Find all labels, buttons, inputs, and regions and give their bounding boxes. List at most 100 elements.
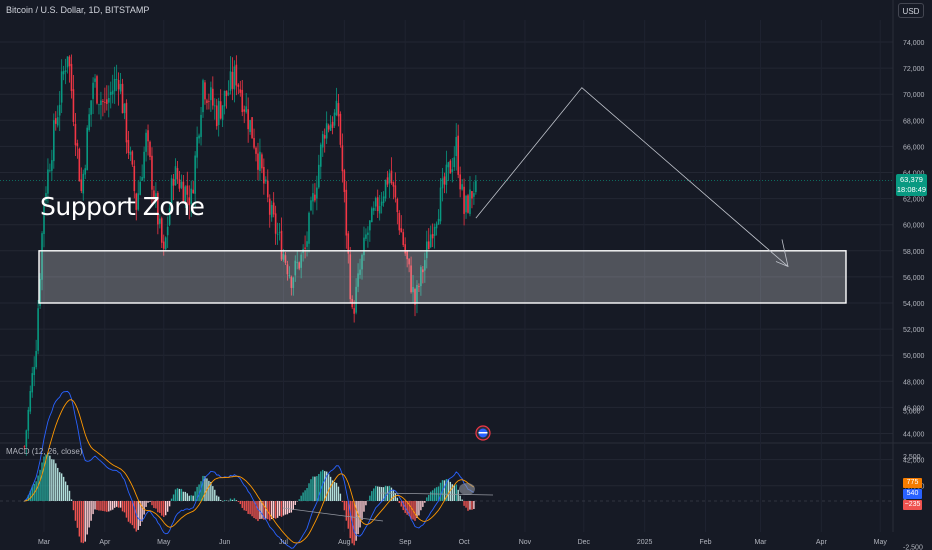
macd-histogram-bar xyxy=(88,501,90,528)
candle-body xyxy=(400,228,403,233)
candle-body xyxy=(286,264,289,275)
candle-body xyxy=(321,134,324,148)
candle-body xyxy=(66,56,69,68)
macd-histogram-bar xyxy=(78,501,81,537)
macd-histogram-bar xyxy=(29,490,31,501)
candle-body xyxy=(39,278,41,306)
macd-histogram-bar xyxy=(269,501,271,521)
candle-body xyxy=(225,90,228,97)
macd-histogram-bar xyxy=(314,476,316,501)
currency-button[interactable]: USD xyxy=(898,3,924,18)
candle-body xyxy=(294,260,297,276)
candle-body xyxy=(416,284,418,304)
macd-histogram-bar xyxy=(51,459,53,501)
macd-histogram-bar xyxy=(135,501,137,532)
candle-body xyxy=(255,147,257,154)
macd-histogram-bar xyxy=(416,501,418,519)
candle-body xyxy=(469,189,471,215)
macd-histogram-bar xyxy=(469,501,471,510)
candle-body xyxy=(135,193,138,210)
signal-line xyxy=(24,399,475,544)
macd-histogram-bar xyxy=(451,484,454,501)
macd-histogram-bar xyxy=(106,501,108,512)
macd-histogram-bar xyxy=(453,485,455,501)
candles xyxy=(23,54,477,456)
macd-histogram-bar xyxy=(261,501,263,519)
macd-histogram-bar xyxy=(204,476,206,501)
candle-body xyxy=(168,207,171,225)
candle-body xyxy=(276,233,279,235)
candle-body xyxy=(292,277,295,288)
candle-body xyxy=(327,125,330,130)
flag-us-icon[interactable] xyxy=(475,425,491,441)
price-tick-label: 70,000 xyxy=(903,92,925,99)
macd-indicator-label[interactable]: MACD (12, 26, close) xyxy=(6,447,83,456)
macd-histogram-bar xyxy=(35,481,37,501)
macd-histogram-bar xyxy=(335,482,338,501)
macd-histogram-bar xyxy=(161,501,163,516)
macd-histogram-bar xyxy=(300,495,302,501)
candle-body xyxy=(425,241,428,259)
candle-body xyxy=(243,109,246,112)
candle-body xyxy=(151,155,153,190)
macd-histogram-bar xyxy=(196,486,198,501)
macd-histogram-bar xyxy=(288,501,291,513)
macd-histogram-bar xyxy=(406,501,408,515)
price-tick-label: 46,000 xyxy=(903,405,925,412)
macd-histogram-bar xyxy=(298,499,300,501)
candle-body xyxy=(217,101,220,125)
macd-histogram-bar xyxy=(221,500,224,502)
candle-body xyxy=(371,208,373,223)
candle-body xyxy=(394,185,397,198)
candle-body xyxy=(196,136,198,158)
macd-histogram-bar xyxy=(45,454,47,501)
macd-histogram-bar xyxy=(290,501,293,513)
macd-histogram-bar xyxy=(324,471,326,501)
time-tick-label: Jul xyxy=(279,539,288,546)
candle-body xyxy=(208,101,210,102)
candle-body xyxy=(312,193,314,202)
macd-histogram-bar xyxy=(467,501,469,511)
macd-histogram-bar xyxy=(471,501,473,510)
candle-body xyxy=(443,176,446,185)
macd-histogram-bar xyxy=(115,501,118,507)
macd-histogram-bar xyxy=(431,490,434,501)
macd-histogram-bar xyxy=(455,484,457,501)
macd-histogram-bar xyxy=(151,501,153,506)
macd-histogram-bar xyxy=(365,501,367,506)
candle-body xyxy=(361,254,363,270)
candle-body xyxy=(282,253,285,260)
price-tick-label: 48,000 xyxy=(903,379,925,386)
candle-body xyxy=(376,197,379,212)
bar-countdown: 18:08:49 xyxy=(896,184,927,194)
candle-body xyxy=(410,265,412,293)
macd-histogram-bar xyxy=(280,501,283,517)
candle-body xyxy=(43,202,45,235)
macd-histogram-bar xyxy=(257,501,259,522)
macd-histogram-bar xyxy=(155,501,157,509)
macd-histogram-bar xyxy=(100,501,102,511)
macd-histogram-bar xyxy=(98,501,100,511)
candle-body xyxy=(433,226,436,236)
price-tick-label: 66,000 xyxy=(903,144,925,151)
candle-body xyxy=(235,64,238,86)
candle-body xyxy=(143,151,145,179)
macd-histogram-bar xyxy=(112,501,114,510)
symbol-title: Bitcoin / U.S. Dollar, 1D, BITSTAMP xyxy=(6,5,150,15)
macd-histogram-bar xyxy=(208,480,210,501)
candle-body xyxy=(198,135,200,139)
candle-body xyxy=(272,202,275,215)
candle-body xyxy=(457,135,459,175)
macd-histogram-bar xyxy=(255,501,257,520)
macd-histogram-bar xyxy=(108,501,110,512)
candle-body xyxy=(141,177,143,181)
candle-body xyxy=(451,169,454,172)
candle-body xyxy=(441,178,444,189)
candle-body xyxy=(237,84,240,87)
candle-body xyxy=(78,148,81,182)
macd-histogram-bar xyxy=(325,471,328,501)
price-tick-label: 50,000 xyxy=(903,353,925,360)
projection-path xyxy=(475,87,789,268)
macd-histogram-bar xyxy=(341,501,344,503)
